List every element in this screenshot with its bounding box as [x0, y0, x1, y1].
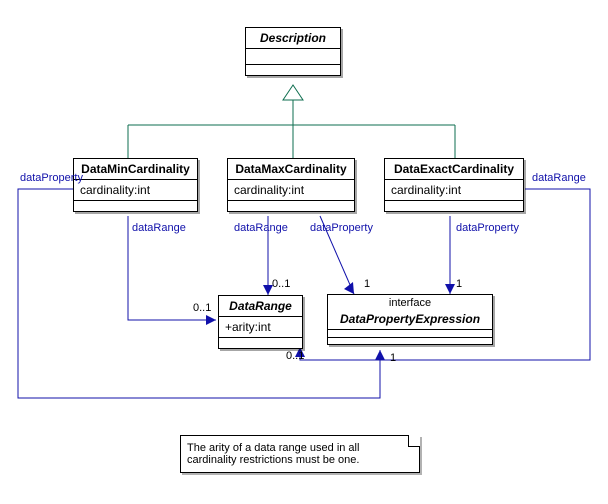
class-dataexact-title: DataExactCardinality [385, 159, 523, 180]
class-datarange-title: DataRange [219, 296, 302, 317]
arrow-min-datarange [206, 315, 216, 325]
class-datamax-title: DataMaxCardinality [228, 159, 354, 180]
class-description-title: Description [246, 28, 340, 49]
class-datamin-title: DataMinCardinality [74, 159, 197, 180]
label-min-datarange: dataRange [132, 222, 186, 234]
class-dpe-stereo: interface [328, 295, 492, 309]
class-datarange-attr: +arity:int [219, 317, 302, 338]
note-line1: The arity of a data range used in all [187, 442, 409, 454]
arrow-min-dpe [375, 350, 385, 360]
label-min-dataproperty: dataProperty [20, 172, 83, 184]
arrow-exact-dpe [445, 284, 455, 294]
class-datamax-ops [228, 201, 354, 211]
class-dpe-ops [328, 338, 492, 344]
arrow-max-dpe [344, 282, 354, 294]
mult-exact-datarange: 0..1 [286, 350, 304, 362]
label-max-dataproperty: dataProperty [310, 222, 373, 234]
class-datamax: DataMaxCardinality cardinality:int [227, 158, 355, 212]
class-dataexact-ops [385, 201, 523, 211]
class-dpe: interface DataPropertyExpression [327, 294, 493, 345]
class-datamin-ops [74, 201, 197, 211]
mult-max-dpe: 1 [364, 278, 370, 290]
uml-diagram: Description DataMinCardinality cardinali… [0, 0, 608, 504]
label-exact-dataproperty: dataProperty [456, 222, 519, 234]
note-line2: cardinality restrictions must be one. [187, 454, 409, 466]
label-max-datarange: dataRange [234, 222, 288, 234]
class-dpe-title: DataPropertyExpression [328, 309, 492, 330]
label-exact-datarange: dataRange [532, 172, 586, 184]
class-description-ops [246, 65, 340, 75]
mult-exact-dpe: 1 [456, 278, 462, 290]
class-dpe-attrs [328, 330, 492, 338]
mult-max-datarange: 0..1 [272, 278, 290, 290]
mult-min-datarange: 0..1 [193, 302, 211, 314]
class-datamin: DataMinCardinality cardinality:int [73, 158, 198, 212]
class-description: Description [245, 27, 341, 76]
class-description-attrs [246, 49, 340, 65]
inheritance-arrowhead [283, 85, 303, 100]
class-datarange: DataRange +arity:int [218, 295, 303, 349]
assoc-min-dpe [18, 189, 380, 398]
note-fold-icon [408, 435, 420, 447]
class-datamax-attr: cardinality:int [228, 180, 354, 201]
note-arity: The arity of a data range used in all ca… [180, 435, 420, 473]
class-datarange-ops [219, 338, 302, 348]
class-datamin-attr: cardinality:int [74, 180, 197, 201]
class-dataexact: DataExactCardinality cardinality:int [384, 158, 524, 212]
mult-min-dpe: 1 [390, 352, 396, 364]
class-dataexact-attr: cardinality:int [385, 180, 523, 201]
